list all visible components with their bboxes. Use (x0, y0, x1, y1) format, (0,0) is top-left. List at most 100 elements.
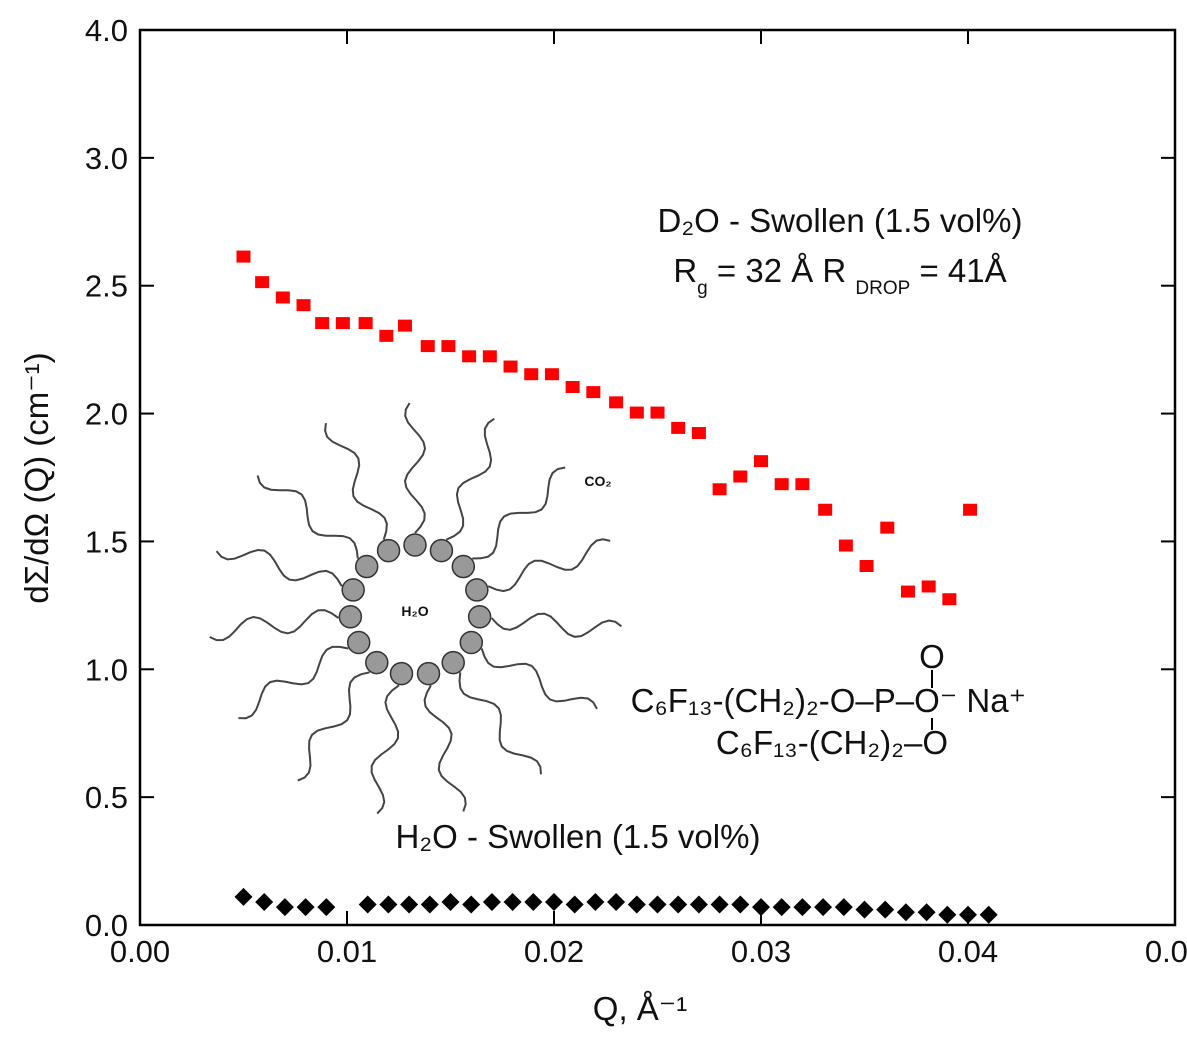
surfactant-head (416, 661, 441, 686)
data-point (482, 350, 497, 363)
data-point (938, 905, 957, 924)
data-point (441, 340, 456, 353)
data-point (296, 898, 315, 917)
surfactant-tail (423, 684, 467, 812)
data-point (959, 905, 977, 924)
data-point (275, 898, 294, 917)
data-point (795, 478, 810, 491)
annotation-part: DROP (855, 278, 910, 299)
x-tick-label: 0.05 (1145, 934, 1187, 969)
surfactant-tail (487, 538, 611, 593)
data-point (335, 317, 350, 330)
y-tick-label: 0.0 (85, 908, 128, 943)
x-tick-label: 0.00 (110, 934, 170, 969)
annotation: C₆F₁₃-(CH₂)₂-O–P–O⁻ Na⁺ (631, 682, 1026, 719)
x-tick-label: 0.02 (524, 934, 584, 969)
data-point (834, 898, 853, 917)
surfactant-head (441, 650, 465, 675)
surfactant-tail (370, 684, 400, 815)
annotation-part: C₆F₁₃-(CH₂)₂-O–P–O⁻ Na⁺ (631, 682, 1026, 719)
data-point (855, 900, 874, 919)
data-point (524, 892, 543, 911)
x-tick-label: 0.01 (317, 934, 377, 969)
data-point (876, 900, 895, 919)
data-point (379, 329, 394, 342)
data-point (900, 585, 915, 598)
surfactant-tail (297, 671, 370, 782)
data-point (710, 895, 729, 914)
data-point (814, 898, 833, 917)
data-point (733, 470, 748, 483)
data-point (524, 368, 539, 381)
data-point (379, 895, 398, 914)
data-point (234, 887, 253, 906)
data-point (609, 396, 624, 409)
y-tick-label: 1.5 (85, 524, 128, 559)
surfactant-head (451, 554, 476, 579)
data-point (648, 895, 667, 914)
plot-frame (138, 28, 1177, 927)
surfactant-head (403, 533, 427, 557)
surfactant-tail (324, 422, 388, 540)
data-point (296, 299, 311, 312)
data-point (669, 895, 688, 914)
data-point (565, 381, 580, 393)
x-tick-label: 0.04 (938, 934, 998, 969)
surfactant-head (341, 578, 365, 602)
data-point (255, 892, 274, 911)
data-point (752, 898, 770, 917)
annotation: C₆F₁₃-(CH₂)₂–O (716, 724, 948, 761)
y-tick-label: 0.5 (85, 780, 128, 815)
surfactant-tail (238, 645, 349, 720)
data-point (503, 892, 522, 911)
annotation: Rg = 32 Å R DROP = 41Å (673, 252, 1006, 299)
data-point (793, 898, 812, 917)
annotation-part: C₆F₁₃-(CH₂)₂–O (716, 724, 948, 761)
data-point (586, 892, 605, 911)
diagram-label: H₂O (401, 603, 428, 619)
surfactant-head (354, 554, 379, 579)
data-point (565, 895, 584, 914)
surfactant-head (376, 538, 401, 563)
data-point (545, 892, 563, 911)
data-point (462, 350, 477, 363)
y-tick-label: 4.0 (85, 13, 128, 48)
data-point (880, 521, 895, 534)
data-point (772, 898, 791, 917)
data-point (731, 895, 750, 914)
data-point (712, 483, 727, 496)
data-point (754, 455, 768, 468)
surfactant-tail (403, 402, 427, 534)
data-point (607, 892, 626, 911)
surfactant-head (459, 630, 484, 655)
data-point (236, 250, 251, 263)
data-point (896, 903, 915, 922)
surfactant-head (389, 661, 414, 686)
data-point (275, 291, 290, 304)
data-point (691, 427, 706, 440)
data-point (921, 580, 936, 593)
series-label: D₂O - Swollen (1.5 vol%) (658, 202, 1023, 239)
data-point (859, 560, 874, 572)
data-point (420, 895, 439, 914)
y-axis-label: dΣ/dΩ (Q) (cm⁻¹) (18, 352, 55, 603)
surfactant-tail (215, 548, 343, 587)
annotation-part: g (697, 278, 708, 299)
surfactant-tail (490, 612, 622, 638)
data-point (358, 895, 377, 914)
data-point (420, 340, 435, 353)
data-point (317, 898, 336, 917)
data-point (650, 406, 665, 419)
series-label: H₂O - Swollen (1.5 vol%) (396, 818, 761, 855)
surfactant-tail (458, 672, 542, 775)
data-point (689, 895, 708, 914)
data-point (629, 406, 644, 419)
x-tick-label: 0.03 (731, 934, 791, 969)
data-point (818, 503, 833, 516)
data-point (838, 539, 853, 552)
surfactant-head (429, 538, 454, 563)
data-point (400, 895, 419, 914)
data-point (979, 905, 998, 924)
surfactant-head (465, 578, 489, 602)
annotation-part: R (673, 252, 697, 289)
